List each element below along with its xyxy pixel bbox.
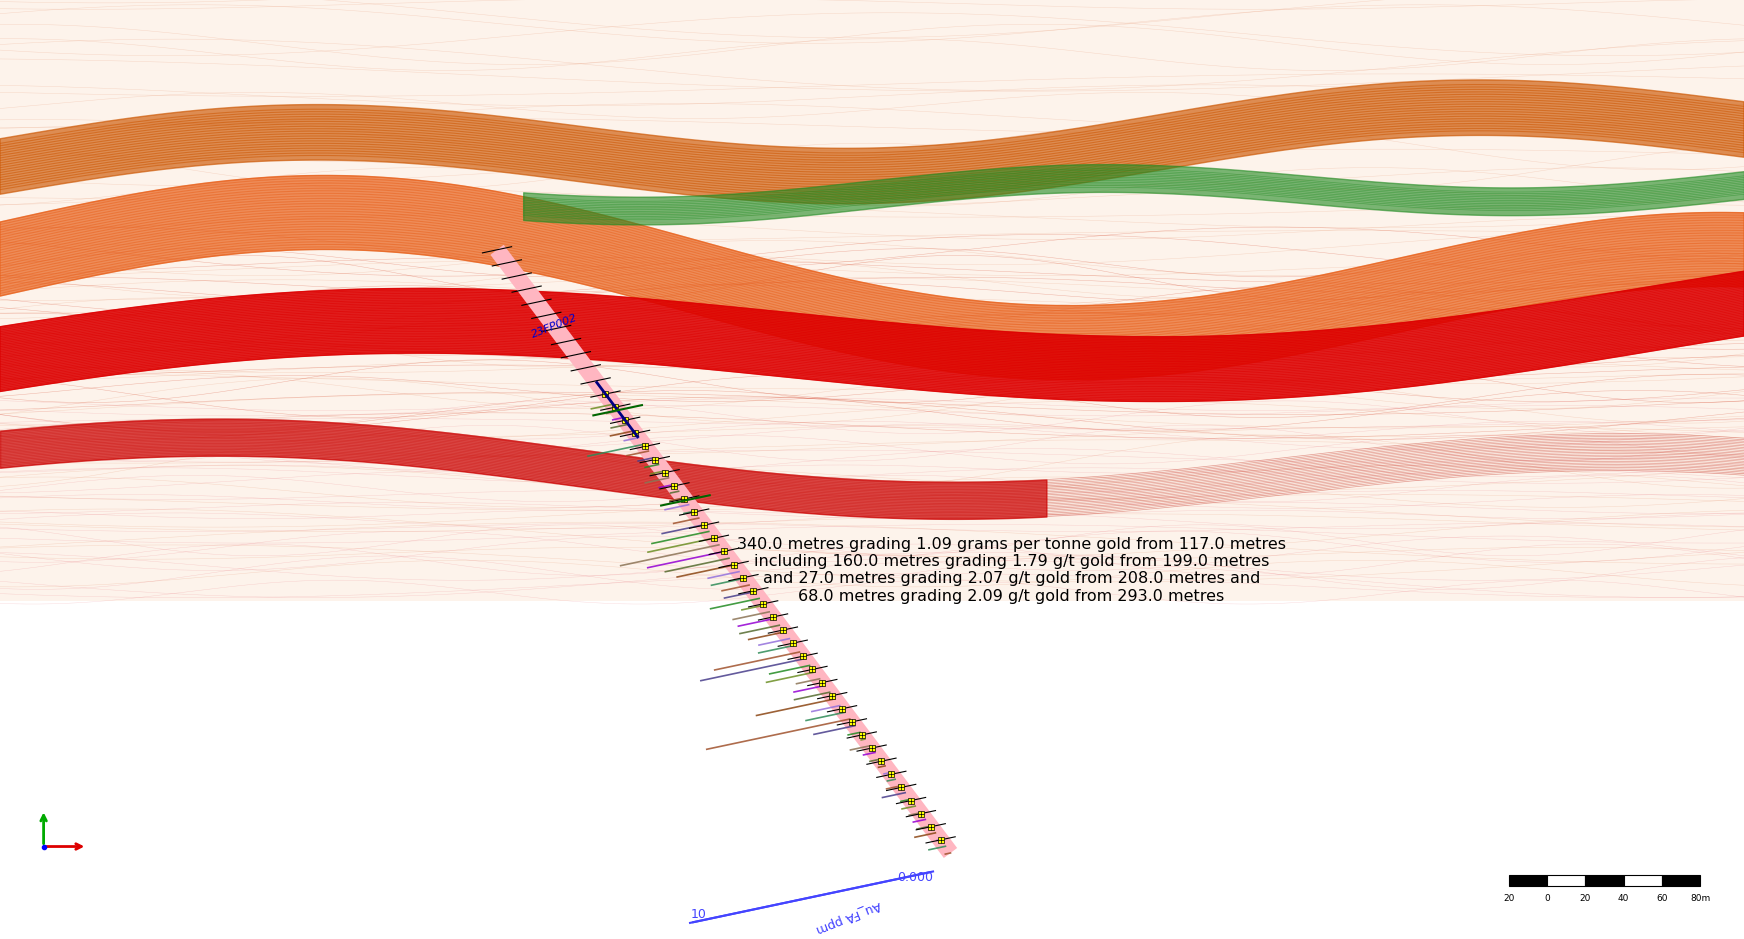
Bar <box>1624 875 1662 886</box>
Text: 0.000: 0.000 <box>898 870 933 884</box>
Text: 23FP002: 23FP002 <box>530 313 579 340</box>
Text: 340.0 metres grading 1.09 grams per tonne gold from 117.0 metres
including 160.0: 340.0 metres grading 1.09 grams per tonn… <box>738 536 1285 604</box>
Text: 80m: 80m <box>1690 894 1711 902</box>
Text: 60: 60 <box>1657 894 1667 902</box>
Bar <box>1509 875 1547 886</box>
Bar <box>1662 875 1700 886</box>
Text: 0: 0 <box>1543 894 1550 902</box>
Bar <box>1585 875 1624 886</box>
Text: Au_FA ppm: Au_FA ppm <box>814 899 882 936</box>
Bar <box>1547 875 1585 886</box>
Text: 10: 10 <box>691 908 706 921</box>
Text: 20: 20 <box>1580 894 1591 902</box>
Polygon shape <box>0 0 1744 601</box>
Text: 40: 40 <box>1618 894 1629 902</box>
Text: 20: 20 <box>1503 894 1514 902</box>
